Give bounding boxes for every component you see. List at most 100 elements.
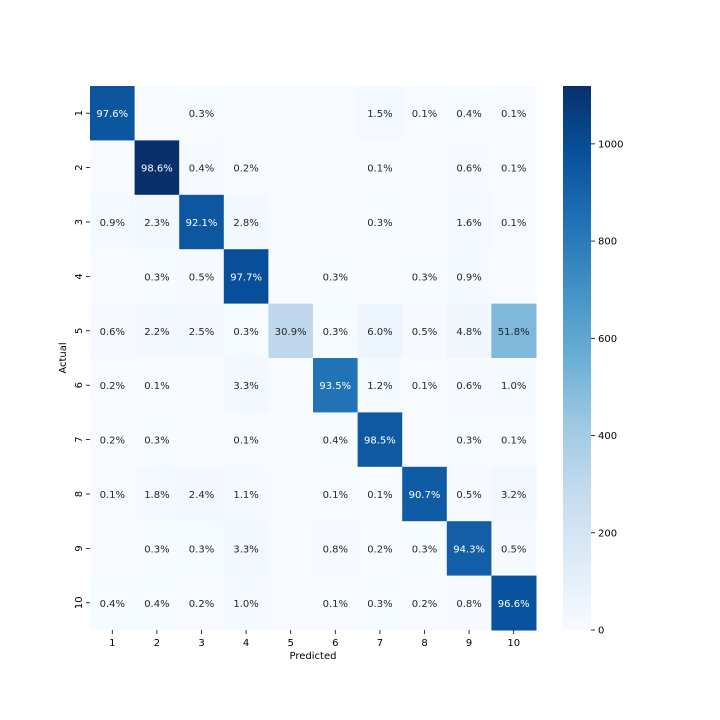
heatmap-cell	[313, 412, 359, 468]
heatmap-cell	[357, 466, 403, 522]
cell-value-label: 0.3%	[367, 218, 392, 229]
heatmap-cell	[491, 412, 537, 468]
heatmap-cell	[268, 412, 314, 468]
cell-value-label: 0.3%	[456, 436, 481, 447]
heatmap-cell	[223, 358, 269, 413]
heatmap-cell	[268, 194, 314, 250]
heatmap-cell	[446, 249, 492, 305]
heatmap-cell	[313, 194, 359, 250]
heatmap-cell	[491, 466, 537, 522]
cell-value-label: 1.0%	[233, 599, 258, 610]
heatmap-cell	[402, 194, 448, 250]
cell-value-label: 30.9%	[275, 327, 307, 338]
x-tick-label: 10	[507, 638, 520, 649]
heatmap-cell	[446, 521, 492, 577]
y-tick-label: 10	[74, 596, 85, 609]
x-tick-label: 3	[198, 638, 204, 649]
cell-value-label: 0.4%	[144, 599, 169, 610]
x-tick-label: 2	[154, 638, 160, 649]
x-axis-label: Predicted	[290, 651, 337, 662]
cell-value-label: 0.1%	[501, 218, 526, 229]
heatmap-cell	[313, 86, 359, 141]
heatmap-cell	[313, 521, 359, 577]
cell-value-label: 0.4%	[456, 109, 481, 120]
heatmap-cell	[402, 86, 448, 141]
x-tick-label: 5	[288, 638, 294, 649]
heatmap-cell	[491, 194, 537, 250]
cell-value-label: 0.2%	[233, 164, 258, 175]
cell-value-label: 92.1%	[186, 218, 218, 229]
cell-value-label: 1.5%	[367, 109, 392, 120]
heatmap-cell	[134, 303, 180, 359]
heatmap-cell	[223, 194, 269, 250]
cell-value-label: 0.1%	[412, 109, 437, 120]
heatmap-cell	[90, 140, 136, 196]
heatmap-cell	[179, 575, 225, 631]
cell-value-label: 51.8%	[498, 327, 530, 338]
cell-value-label: 90.7%	[409, 490, 441, 501]
cell-value-label: 0.3%	[144, 544, 169, 555]
cell-value-label: 0.6%	[456, 164, 481, 175]
cell-value-label: 0.4%	[100, 599, 125, 610]
heatmap-cell	[357, 194, 403, 250]
x-tick-label: 1	[109, 638, 115, 649]
heatmap-cell	[90, 521, 136, 577]
heatmap-cell	[313, 575, 359, 631]
heatmap-cell	[223, 466, 269, 522]
y-tick-label: 1	[74, 110, 85, 116]
heatmap-cell	[402, 521, 448, 577]
y-tick-label: 5	[74, 328, 85, 334]
cell-value-label: 97.7%	[230, 272, 262, 283]
heatmap-cell	[446, 412, 492, 468]
y-tick-label: 7	[74, 436, 85, 442]
heatmap-cells	[90, 86, 537, 631]
heatmap-cell	[402, 303, 448, 359]
heatmap-cell	[223, 86, 269, 141]
cell-value-label: 0.1%	[323, 490, 348, 501]
y-tick-label: 8	[74, 491, 85, 497]
colorbar-tick-label: 200	[598, 528, 617, 539]
cell-value-label: 0.1%	[100, 490, 125, 501]
cell-value-label: 0.1%	[233, 436, 258, 447]
cell-value-label: 93.5%	[319, 381, 351, 392]
cell-value-label: 0.3%	[189, 544, 214, 555]
cell-value-label: 0.3%	[323, 327, 348, 338]
heatmap-cell	[268, 575, 314, 631]
cell-value-label: 6.0%	[367, 327, 392, 338]
heatmap-cell	[90, 575, 136, 631]
colorbar-ticks: 0 200 400 600 800 1000	[591, 139, 623, 637]
heatmap-cell	[491, 575, 537, 631]
cell-value-label: 1.1%	[233, 490, 258, 501]
cell-value-label: 0.2%	[189, 599, 214, 610]
cell-value-label: 0.1%	[367, 490, 392, 501]
cell-value-label: 94.3%	[453, 544, 485, 555]
cell-value-label: 0.3%	[189, 109, 214, 120]
heatmap-cell	[313, 249, 359, 305]
cell-value-label: 1.2%	[367, 381, 392, 392]
heatmap-cell	[90, 249, 136, 305]
heatmap-cell	[268, 140, 314, 196]
heatmap-cell	[446, 86, 492, 141]
heatmap-cell	[402, 575, 448, 631]
cell-value-label: 0.5%	[412, 327, 437, 338]
cell-value-label: 0.6%	[100, 327, 125, 338]
heatmap-cell	[268, 358, 314, 413]
cell-value-label: 0.1%	[501, 109, 526, 120]
cell-value-label: 0.9%	[100, 218, 125, 229]
heatmap-cell	[179, 358, 225, 413]
heatmap-cell	[134, 86, 180, 141]
heatmap-cell	[134, 466, 180, 522]
heatmap-cell	[134, 140, 180, 196]
heatmap-cell	[268, 303, 314, 359]
y-tick-label: 3	[74, 219, 85, 225]
heatmap-cell	[313, 140, 359, 196]
heatmap-cell	[491, 140, 537, 196]
heatmap-cell	[402, 140, 448, 196]
colorbar-tick-label: 600	[598, 334, 617, 345]
x-tick-label: 4	[243, 638, 249, 649]
heatmap-cell	[134, 249, 180, 305]
heatmap-cell	[90, 466, 136, 522]
cell-value-label: 0.2%	[412, 599, 437, 610]
heatmap-cell	[134, 521, 180, 577]
